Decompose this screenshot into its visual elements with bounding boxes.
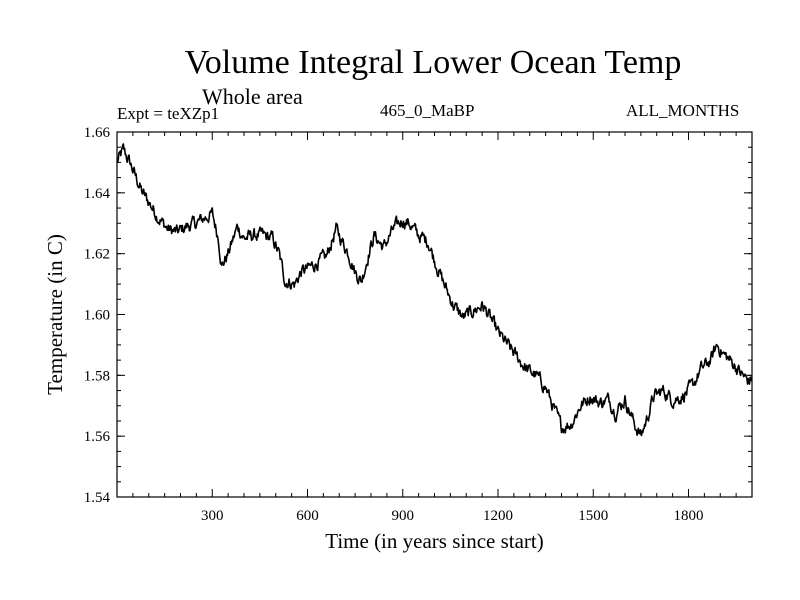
- y-axis-label: Temperature (in C): [43, 234, 67, 395]
- x-tick-label: 1200: [483, 508, 513, 524]
- y-tick-label: 1.66: [84, 125, 111, 141]
- x-axis-label: Time (in years since start): [325, 529, 544, 553]
- x-tick-label: 600: [296, 508, 319, 524]
- plot-frame: [116, 131, 753, 498]
- x-tick-label: 900: [392, 508, 415, 524]
- y-tick-label: 1.60: [84, 308, 110, 324]
- x-tick-label: 1500: [578, 508, 608, 524]
- x-tick-label: 1800: [674, 508, 704, 524]
- x-tick-label: 300: [201, 508, 224, 524]
- chart-subtitle: Whole area: [202, 84, 303, 109]
- period-label: 465_0_MaBP: [380, 101, 475, 120]
- series-line: [116, 143, 753, 437]
- y-tick-label: 1.64: [84, 186, 111, 202]
- y-tick-label: 1.62: [84, 247, 110, 263]
- chart-title: Volume Integral Lower Ocean Temp: [184, 44, 682, 81]
- y-tick-label: 1.58: [84, 368, 110, 384]
- months-label: ALL_MONTHS: [626, 101, 740, 120]
- experiment-label: Expt = teXZp1: [117, 104, 220, 123]
- y-tick-label: 1.54: [84, 490, 111, 506]
- y-tick-label: 1.56: [84, 429, 111, 445]
